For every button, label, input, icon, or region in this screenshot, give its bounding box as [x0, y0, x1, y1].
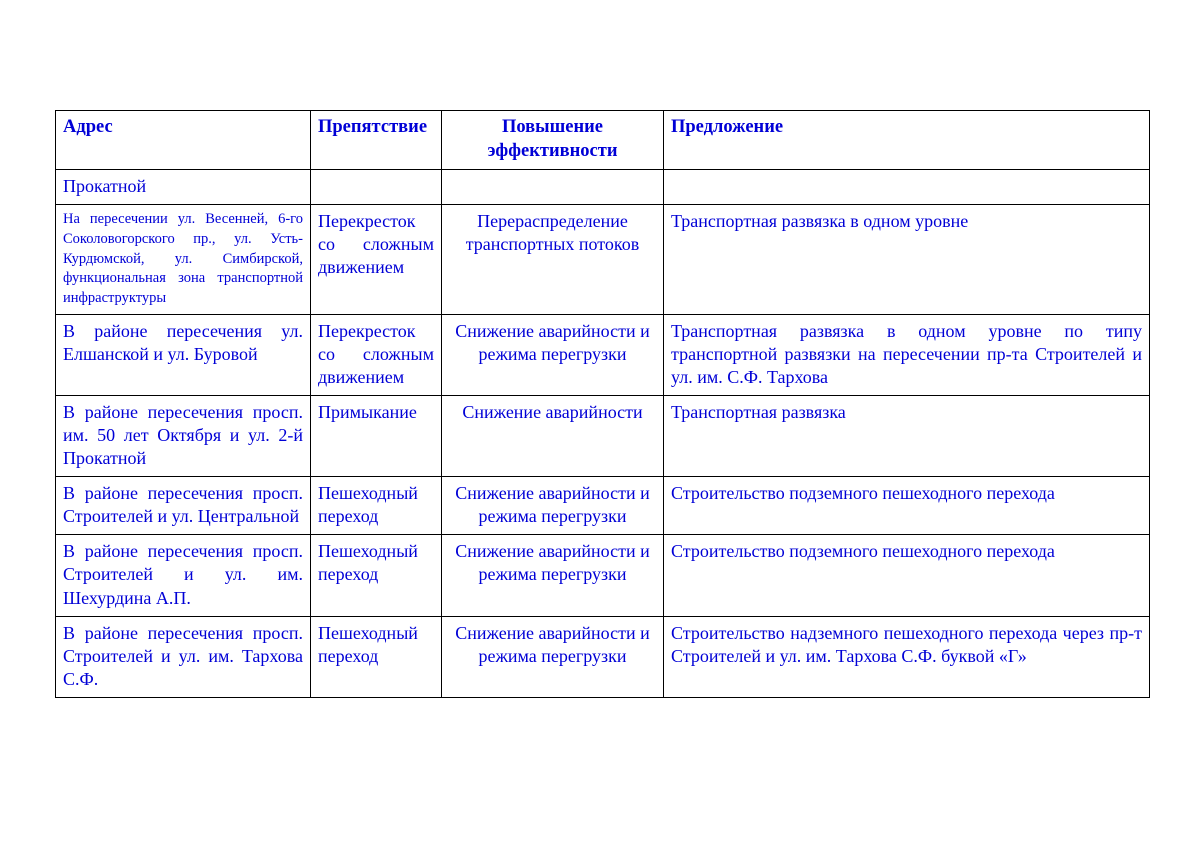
cell-obstacle: Перекресток со сложным движением	[311, 315, 442, 396]
table-row: В районе пересечения просп. Строителей и…	[56, 616, 1150, 697]
cell-efficiency: Снижение аварийности и режима перегрузки	[442, 315, 664, 396]
table-row: В районе пересечения просп. им. 50 лет О…	[56, 396, 1150, 477]
cell-address: В районе пересечения просп. Строителей и…	[56, 477, 311, 535]
col-header-obstacle: Препятствие	[311, 111, 442, 170]
cell-proposal	[664, 170, 1150, 205]
cell-address: В районе пересечения просп. Строителей и…	[56, 616, 311, 697]
col-header-efficiency: Повышение эффективности	[442, 111, 664, 170]
col-header-address: Адрес	[56, 111, 311, 170]
table-row: В районе пересечения ул. Елшанской и ул.…	[56, 315, 1150, 396]
table-row: В районе пересечения просп. Строителей и…	[56, 535, 1150, 616]
cell-efficiency: Снижение аварийности и режима перегрузки	[442, 616, 664, 697]
cell-address: В районе пересечения просп. Строителей и…	[56, 535, 311, 616]
cell-efficiency	[442, 170, 664, 205]
cell-address: В районе пересечения ул. Елшанской и ул.…	[56, 315, 311, 396]
table-row: В районе пересечения просп. Строителей и…	[56, 477, 1150, 535]
cell-obstacle	[311, 170, 442, 205]
cell-obstacle: Перекресток со сложным движением	[311, 205, 442, 315]
cell-obstacle: Примыкание	[311, 396, 442, 477]
cell-proposal: Транспортная развязка в одном уровне	[664, 205, 1150, 315]
cell-proposal: Строительство подземного пешеходного пер…	[664, 477, 1150, 535]
document-page: Адрес Препятствие Повышение эффективност…	[0, 0, 1200, 698]
cell-efficiency: Перераспределение транспортных потоков	[442, 205, 664, 315]
table-row: Прокатной	[56, 170, 1150, 205]
col-header-proposal: Предложение	[664, 111, 1150, 170]
table-header-row: Адрес Препятствие Повышение эффективност…	[56, 111, 1150, 170]
cell-obstacle: Пешеходный переход	[311, 535, 442, 616]
cell-proposal: Транспортная развязка в одном уровне по …	[664, 315, 1150, 396]
cell-proposal: Транспортная развязка	[664, 396, 1150, 477]
infrastructure-table: Адрес Препятствие Повышение эффективност…	[55, 110, 1150, 698]
cell-address: На пересечении ул. Весенней, 6-го Соколо…	[56, 205, 311, 315]
cell-proposal: Строительство надземного пешеходного пер…	[664, 616, 1150, 697]
cell-efficiency: Снижение аварийности	[442, 396, 664, 477]
cell-address: В районе пересечения просп. им. 50 лет О…	[56, 396, 311, 477]
cell-obstacle: Пешеходный переход	[311, 477, 442, 535]
cell-efficiency: Снижение аварийности и режима перегрузки	[442, 535, 664, 616]
table-row: На пересечении ул. Весенней, 6-го Соколо…	[56, 205, 1150, 315]
cell-proposal: Строительство подземного пешеходного пер…	[664, 535, 1150, 616]
cell-efficiency: Снижение аварийности и режима перегрузки	[442, 477, 664, 535]
cell-obstacle: Пешеходный переход	[311, 616, 442, 697]
cell-address: Прокатной	[56, 170, 311, 205]
